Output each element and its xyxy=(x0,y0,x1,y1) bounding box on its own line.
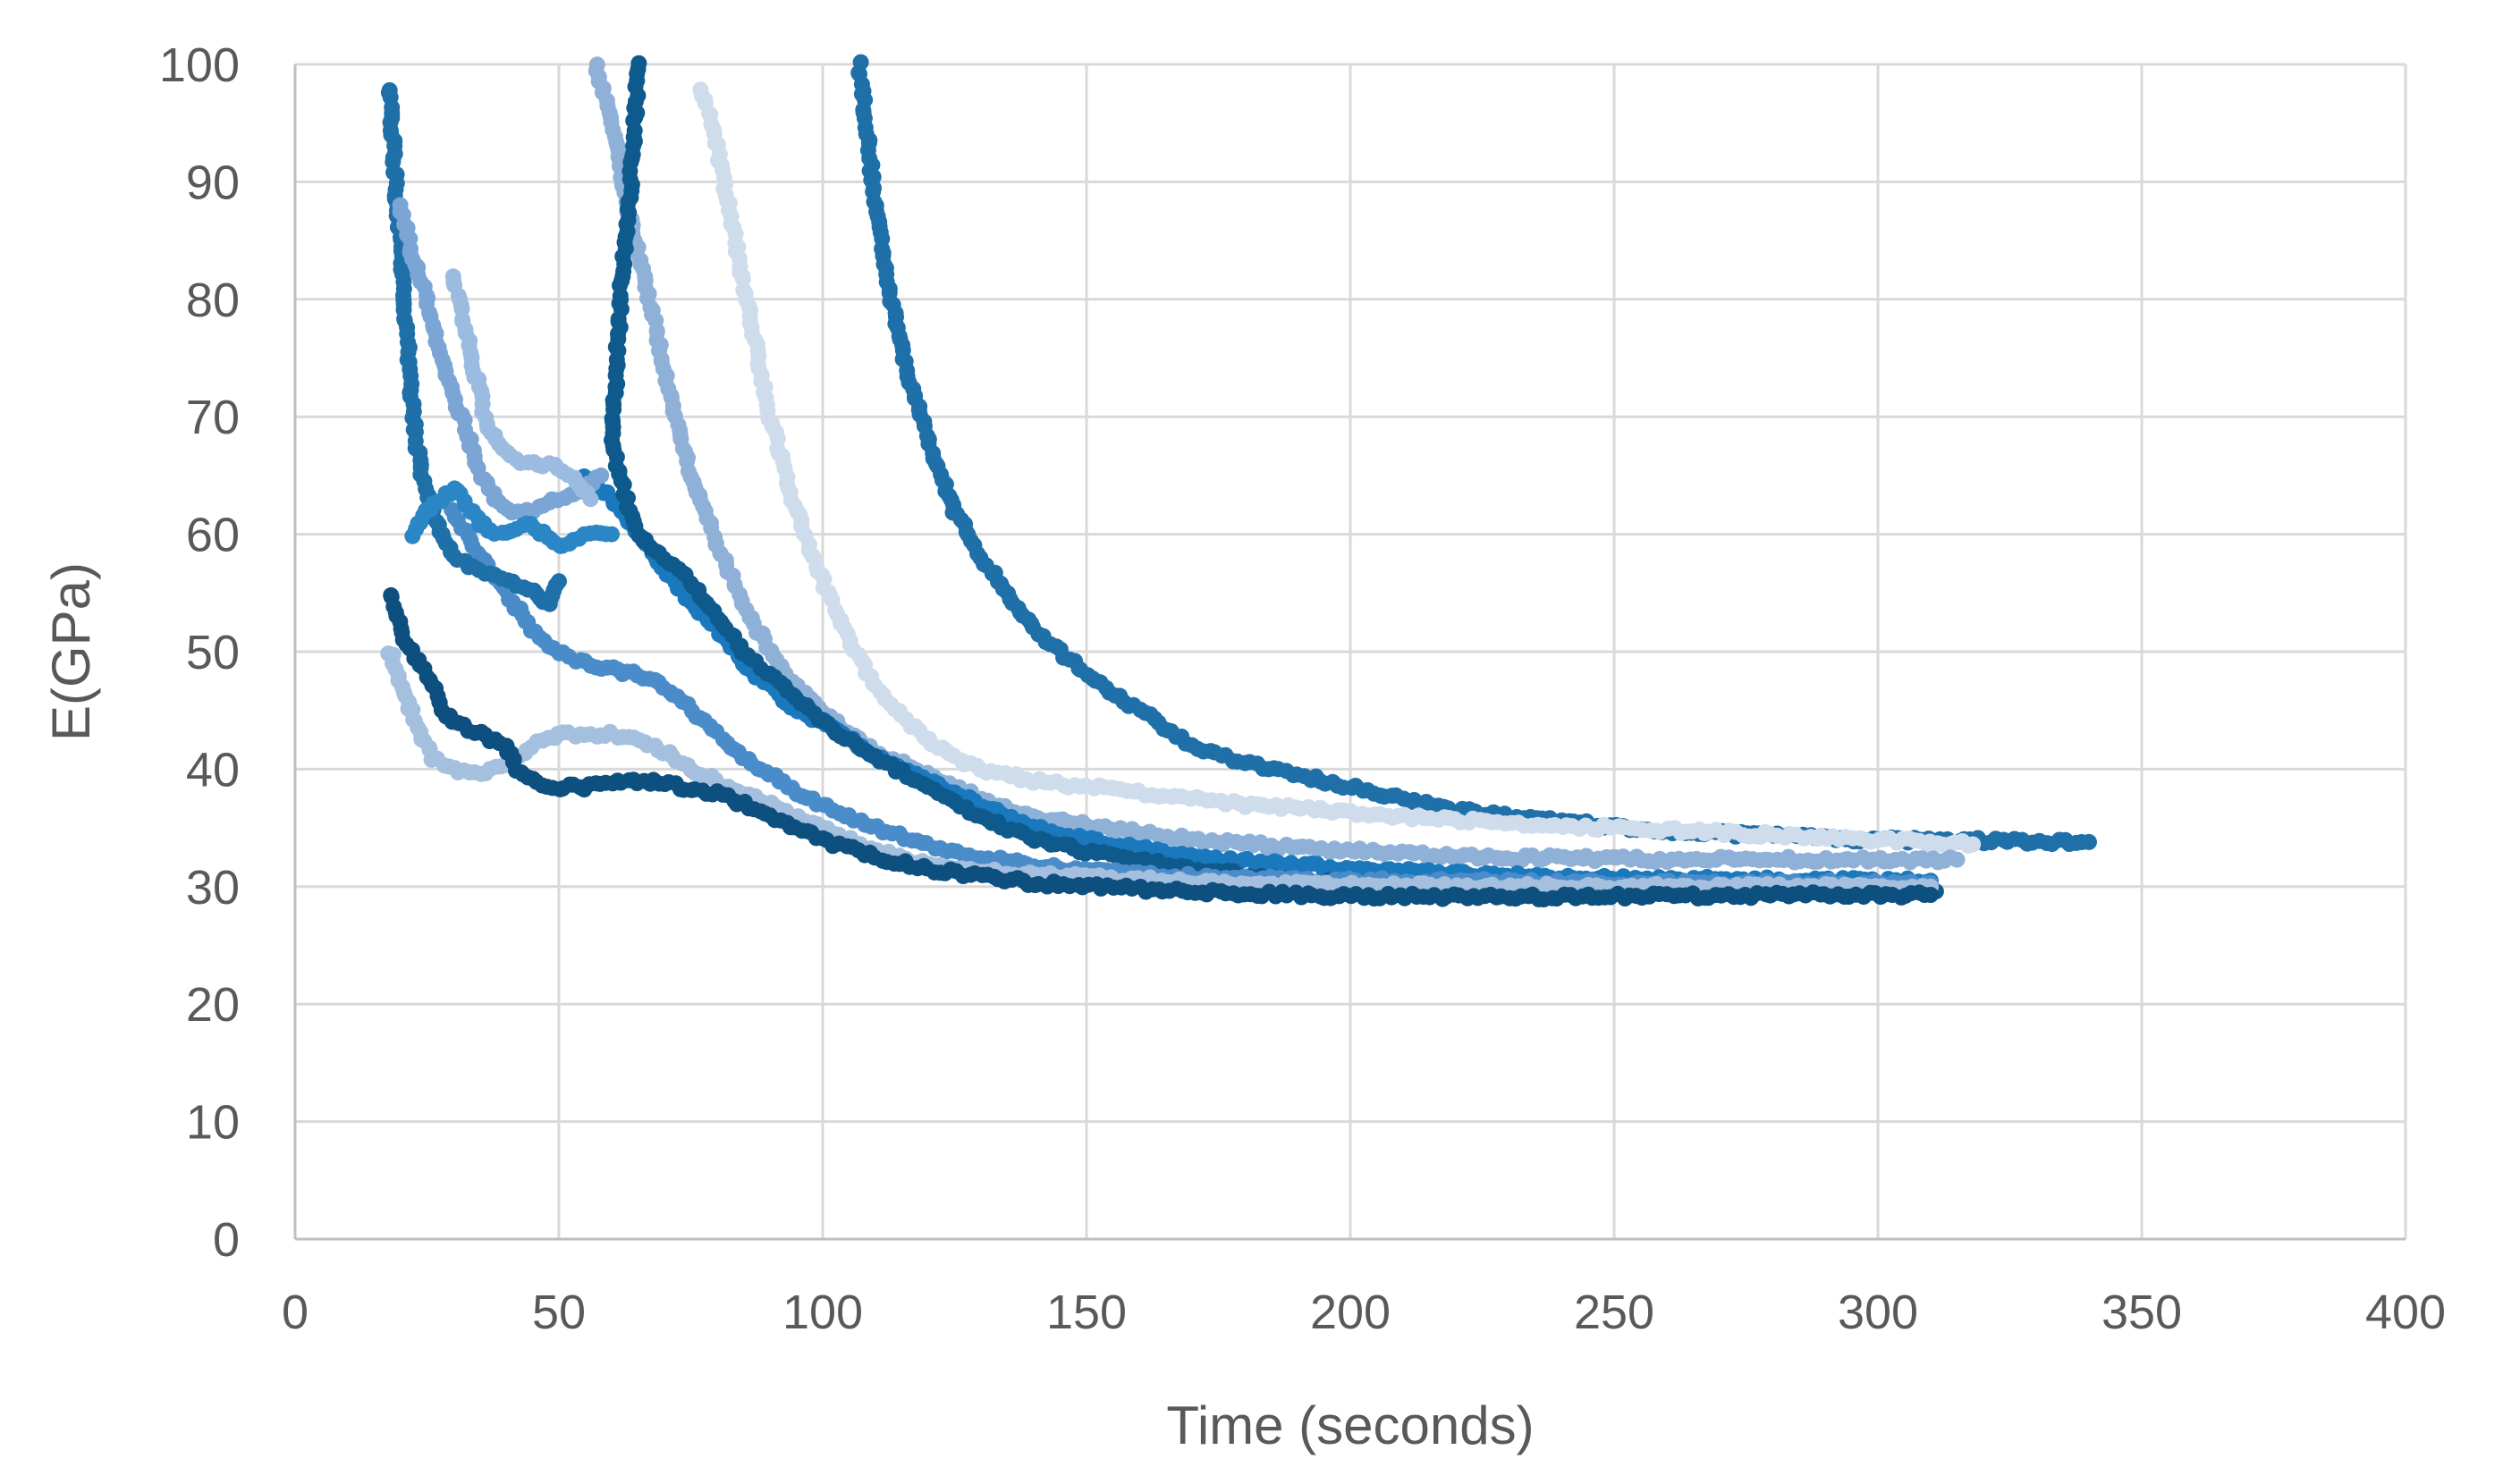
x-tick-label: 100 xyxy=(782,1286,863,1339)
x-tick-label: 50 xyxy=(532,1286,586,1339)
series-10 xyxy=(392,197,610,522)
y-tick-label: 40 xyxy=(186,743,240,797)
data-point xyxy=(1949,851,1966,868)
y-tick-label: 80 xyxy=(186,274,240,327)
axes xyxy=(293,64,2406,1241)
x-tick-label: 400 xyxy=(2365,1286,2446,1339)
x-tick-label: 200 xyxy=(1310,1286,1391,1339)
data-points xyxy=(380,54,2097,908)
data-point xyxy=(1923,887,1939,903)
y-tick-label: 90 xyxy=(186,156,240,209)
x-tick-label: 150 xyxy=(1046,1286,1127,1339)
y-axis-title: E(GPa) xyxy=(41,562,101,741)
y-tick-label: 20 xyxy=(186,978,240,1032)
y-tick-label: 50 xyxy=(186,626,240,679)
x-tick-labels: 0 50 100 150 200 250 300 350 400 xyxy=(282,1286,2446,1339)
data-point xyxy=(582,491,599,508)
series-3 xyxy=(588,56,1966,871)
data-point xyxy=(2081,833,2097,850)
data-point xyxy=(551,573,567,590)
series-1 xyxy=(850,54,2097,853)
series-2 xyxy=(692,81,1982,854)
grid-lines xyxy=(295,63,2407,1239)
y-tick-labels: 0 10 20 30 40 50 60 70 80 90 100 xyxy=(159,38,240,1267)
x-axis-title: Time (seconds) xyxy=(1166,1395,1534,1455)
y-tick-label: 10 xyxy=(186,1096,240,1150)
y-tick-label: 30 xyxy=(186,861,240,915)
data-point xyxy=(604,526,620,543)
x-tick-label: 300 xyxy=(1838,1286,1918,1339)
series-12 xyxy=(444,268,599,508)
y-tick-label: 100 xyxy=(159,38,240,92)
x-tick-label: 0 xyxy=(282,1286,309,1339)
y-tick-label: 0 xyxy=(213,1213,240,1267)
series-8 xyxy=(383,586,1939,908)
data-point xyxy=(1965,836,1982,853)
y-tick-label: 70 xyxy=(186,391,240,444)
data-point xyxy=(593,467,610,484)
series-9 xyxy=(380,82,567,612)
y-tick-label: 60 xyxy=(186,509,240,562)
series-11 xyxy=(404,480,620,554)
x-tick-label: 350 xyxy=(2101,1286,2182,1339)
x-tick-label: 250 xyxy=(1574,1286,1654,1339)
